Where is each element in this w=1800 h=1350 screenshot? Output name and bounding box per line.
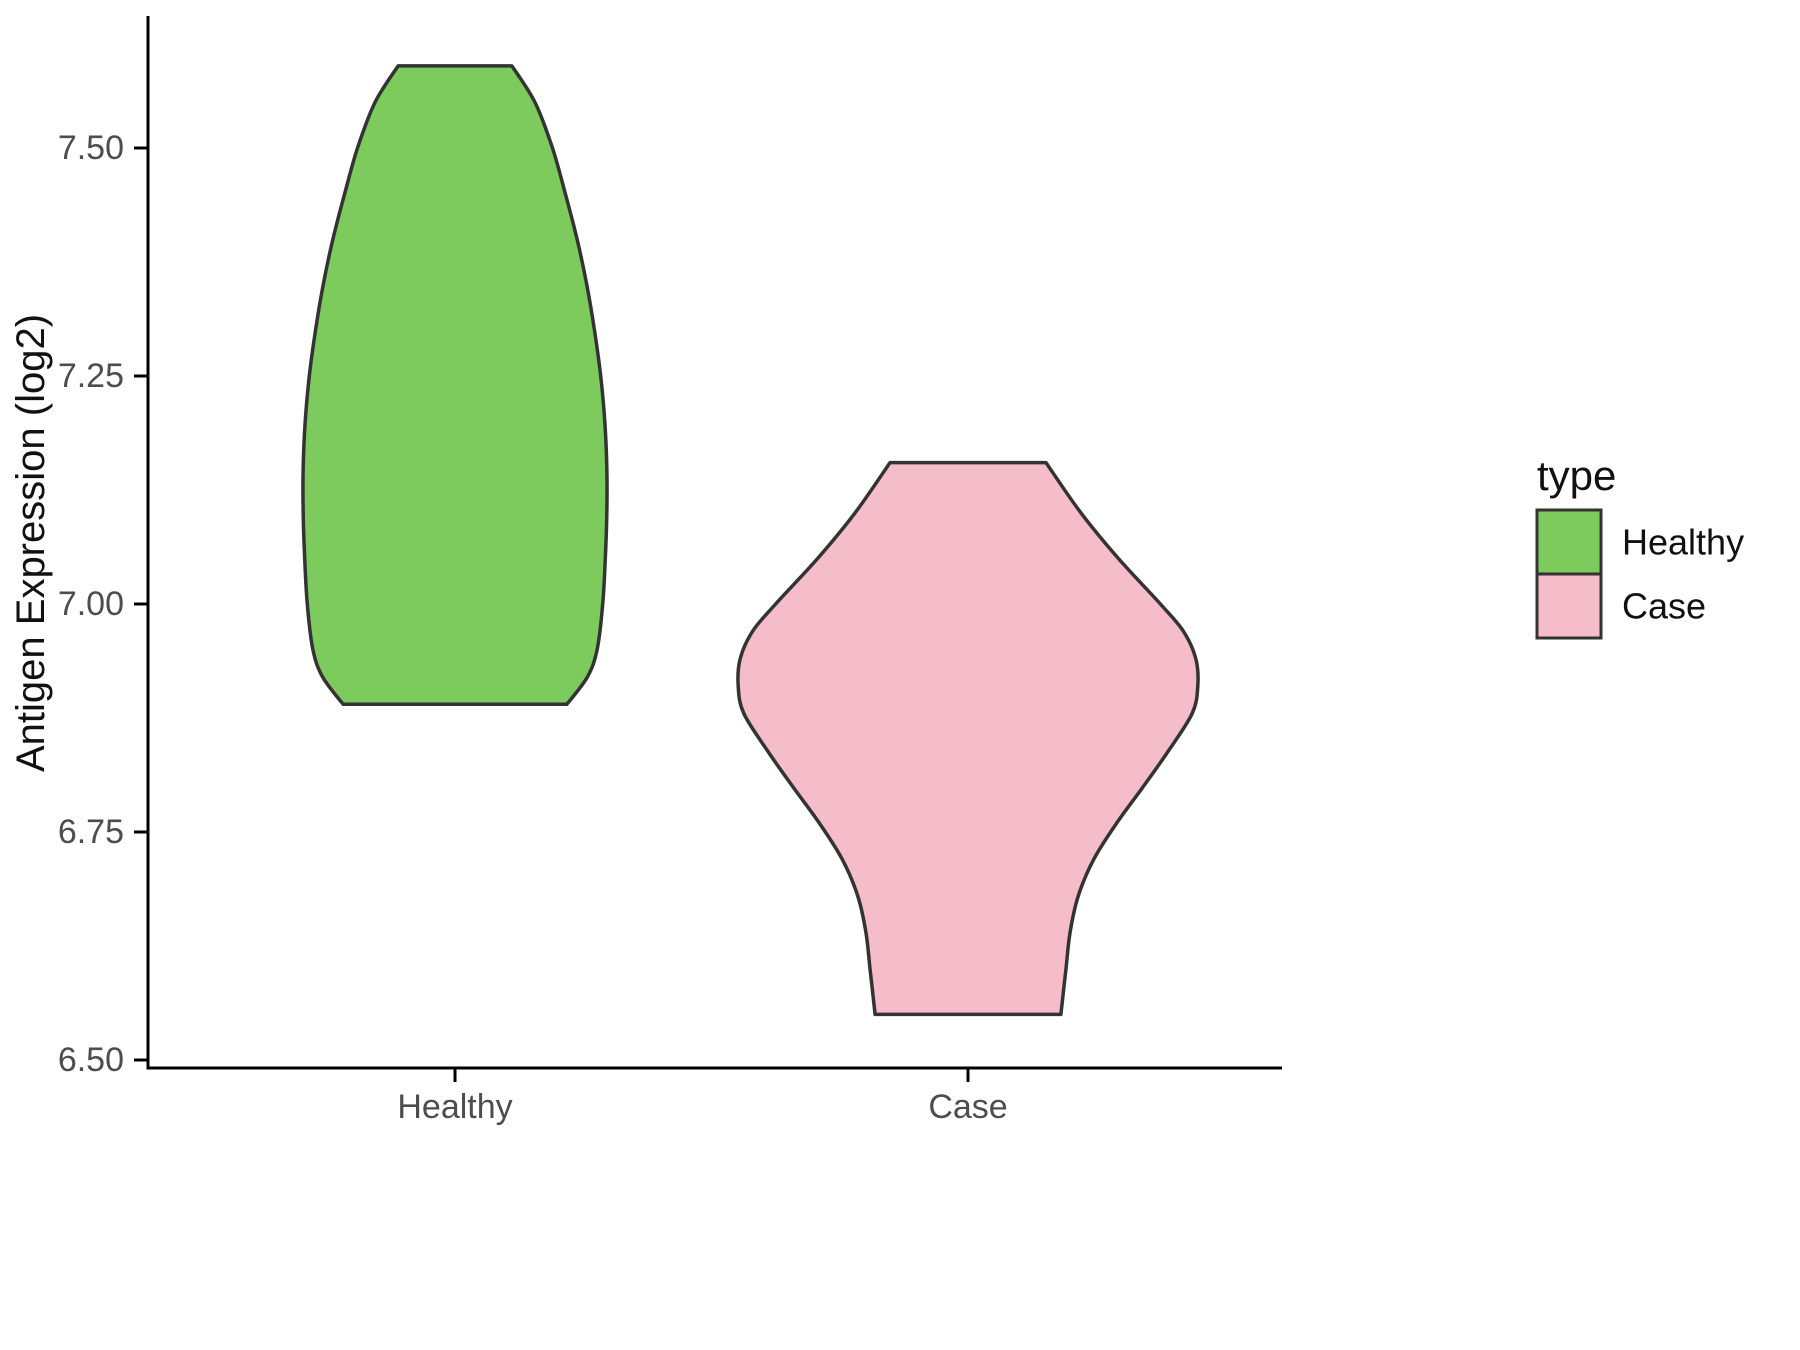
violins-layer: [301, 64, 1200, 1017]
legend-title: type: [1537, 452, 1616, 499]
legend: type Healthy Case: [1535, 452, 1744, 640]
y-tick-label: 6.75: [58, 813, 124, 851]
x-category-label-healthy: Healthy: [397, 1088, 512, 1126]
violin-case: [736, 460, 1200, 1017]
y-tick-label: 6.50: [58, 1041, 124, 1079]
violin-healthy: [301, 64, 609, 707]
legend-key-case: [1535, 572, 1603, 640]
legend-entry-case: Case: [1535, 572, 1706, 640]
y-tick-label: 7.50: [58, 129, 124, 167]
legend-entry-healthy: Healthy: [1535, 508, 1744, 576]
x-category-label-case: Case: [928, 1088, 1007, 1126]
legend-label-healthy: Healthy: [1622, 522, 1744, 563]
legend-label-case: Case: [1622, 586, 1706, 627]
y-tick-label: 7.00: [58, 585, 124, 623]
y-axis-title: Antigen Expression (log2): [9, 314, 53, 772]
y-tick-label: 7.25: [58, 357, 124, 395]
legend-key-healthy: [1535, 508, 1603, 576]
